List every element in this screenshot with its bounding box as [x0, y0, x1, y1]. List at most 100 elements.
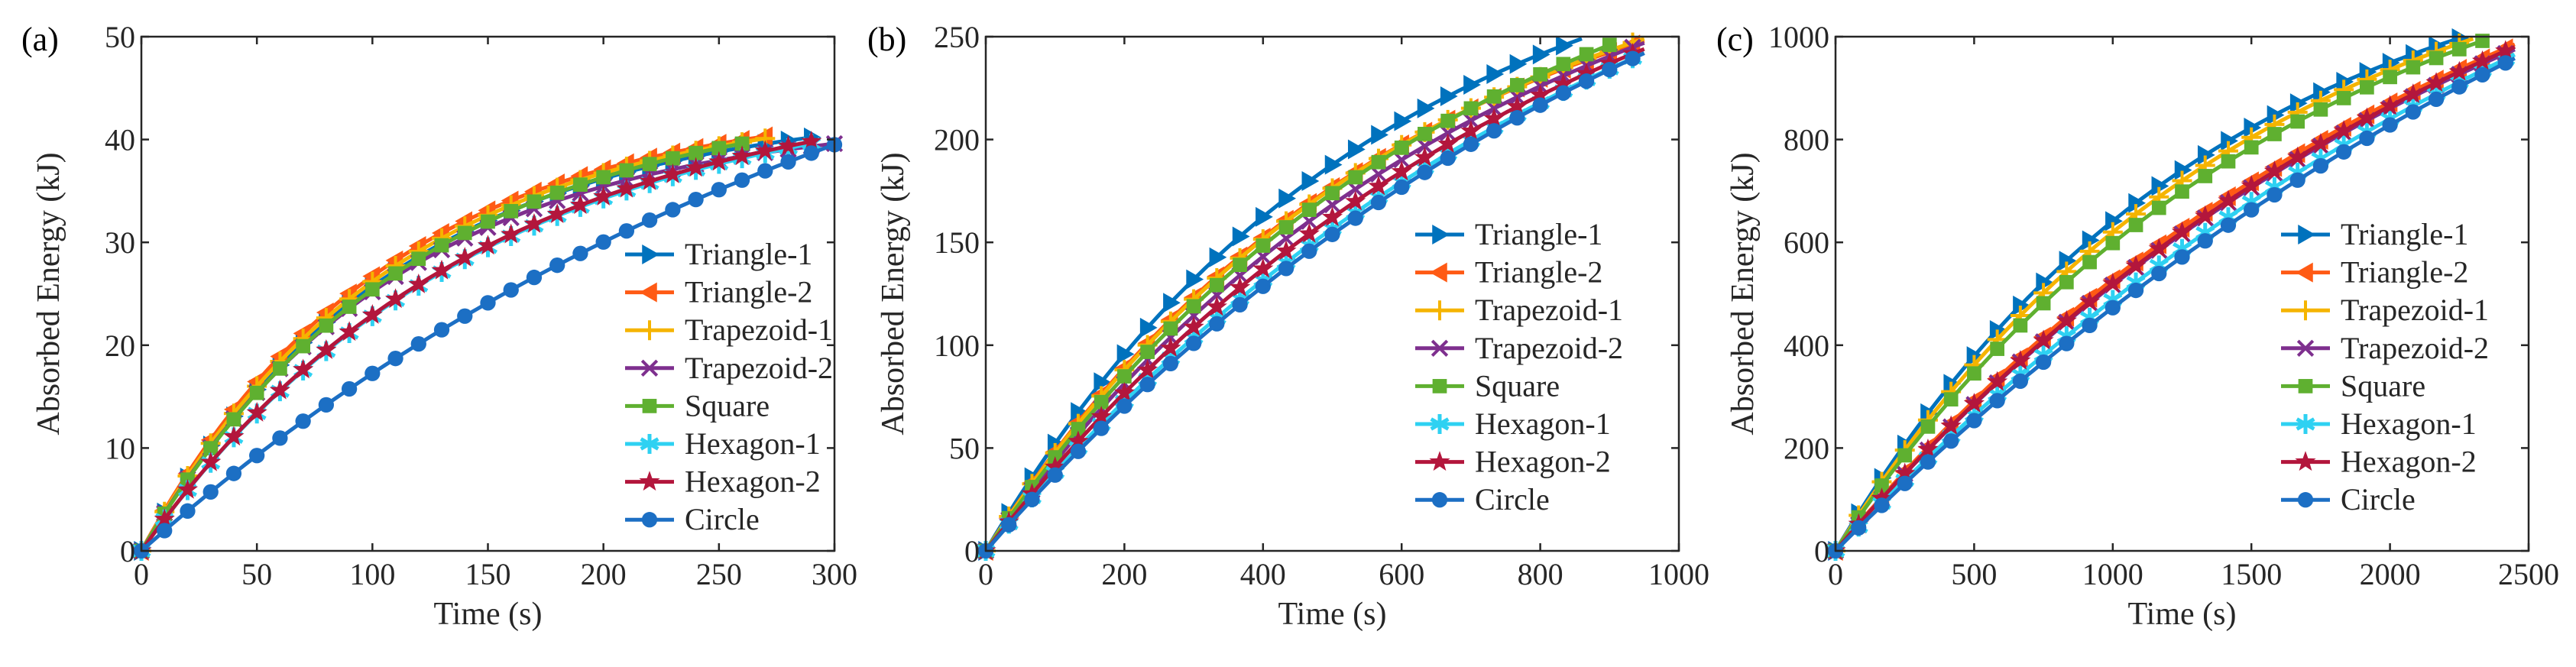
data-point	[1347, 139, 1366, 160]
data-point	[1418, 126, 1432, 141]
data-point	[1116, 398, 1132, 414]
x-axis-label: Time (s)	[1278, 597, 1387, 632]
data-point	[1576, 63, 1597, 83]
data-point	[1963, 393, 1985, 413]
data-point	[2171, 221, 2193, 241]
data-point	[619, 163, 634, 178]
data-point	[1851, 520, 1867, 536]
data-point	[1440, 113, 1456, 128]
series-hexagon-2	[131, 130, 822, 560]
data-point	[780, 154, 796, 170]
x-tick-label: 50	[241, 557, 272, 591]
data-point	[387, 351, 403, 367]
data-point	[1940, 415, 1962, 435]
data-point	[1602, 62, 1618, 78]
y-axis-label: Absorbed Energy (kJ)	[876, 152, 911, 435]
data-point	[2267, 127, 2282, 141]
data-point	[246, 402, 267, 422]
legend-label: Trapezoid-1	[1475, 293, 1623, 327]
data-point	[689, 145, 703, 160]
legend-marker	[642, 399, 657, 413]
legend-marker	[1431, 339, 1449, 357]
y-tick-label: 20	[105, 329, 135, 363]
data-point	[249, 385, 264, 400]
x-axis-label: Time (s)	[434, 597, 543, 632]
panel-label: (a)	[21, 21, 59, 58]
legend-marker	[640, 320, 659, 341]
data-point	[2010, 350, 2031, 371]
data-point	[708, 151, 730, 171]
data-point	[1140, 345, 1155, 359]
data-point	[296, 338, 310, 354]
y-axis-label: Absorbed Energy (kJ)	[31, 152, 66, 435]
panel-label: (c)	[1716, 21, 1754, 58]
data-point	[1437, 133, 1459, 154]
x-tick-label: 1000	[1648, 557, 1709, 591]
data-point	[433, 322, 450, 338]
data-point	[1463, 75, 1481, 96]
data-point	[2125, 254, 2147, 275]
series-line-triangle-2	[141, 134, 766, 552]
data-point	[1897, 475, 1913, 491]
data-point	[1163, 293, 1181, 313]
data-point	[2356, 107, 2377, 128]
data-point	[1232, 226, 1250, 247]
x-tick-label: 2000	[2360, 557, 2421, 591]
data-point	[501, 223, 522, 244]
data-point	[1229, 277, 1251, 297]
data-point	[1920, 419, 1936, 434]
data-point	[2313, 102, 2328, 117]
data-point	[666, 151, 680, 166]
legend-label: Trapezoid-2	[685, 351, 833, 385]
data-point	[1510, 78, 1525, 92]
data-point	[1391, 160, 1412, 181]
data-point	[1578, 73, 1595, 89]
x-tick-label: 500	[1951, 557, 1997, 591]
data-point	[1625, 50, 1641, 66]
data-point	[572, 245, 588, 261]
data-point	[2267, 186, 2283, 203]
legend-label: Triangle-2	[1475, 255, 1602, 290]
data-point	[1325, 186, 1340, 201]
data-point	[1871, 487, 1893, 507]
data-point	[711, 182, 727, 198]
data-point	[1440, 150, 1456, 167]
data-point	[2406, 60, 2421, 75]
data-point	[1255, 278, 1271, 294]
data-point	[1209, 316, 1225, 332]
data-point	[2428, 91, 2445, 108]
data-point	[2451, 42, 2467, 57]
x-axis-label: Time (s)	[2128, 597, 2237, 632]
data-point	[1324, 154, 1343, 175]
series-line-triangle-1	[1836, 36, 2461, 552]
data-point	[1556, 57, 1571, 72]
data-point	[388, 266, 403, 281]
y-tick-label: 200	[1784, 431, 1829, 465]
data-point	[2336, 91, 2351, 105]
data-point	[1094, 394, 1109, 410]
data-point	[2035, 354, 2052, 371]
data-point	[2383, 70, 2397, 85]
data-point	[1070, 443, 1087, 459]
data-point	[339, 321, 360, 342]
series-square	[978, 37, 1617, 559]
data-point	[177, 478, 199, 499]
data-point	[665, 202, 681, 218]
data-point	[2102, 273, 2124, 293]
data-point	[1347, 210, 1363, 226]
x-tick-label: 400	[1240, 557, 1286, 591]
data-point	[454, 247, 475, 267]
legend-marker	[1430, 262, 1447, 283]
data-point	[1298, 222, 1320, 243]
data-point	[1345, 190, 1366, 211]
legend-marker	[642, 244, 659, 264]
data-point	[249, 448, 265, 464]
legend-label: Square	[685, 388, 770, 423]
data-point	[2448, 60, 2470, 81]
data-point	[549, 257, 565, 274]
data-point	[1117, 369, 1132, 384]
legend-marker	[640, 359, 659, 377]
x-tick-label: 250	[696, 557, 742, 591]
